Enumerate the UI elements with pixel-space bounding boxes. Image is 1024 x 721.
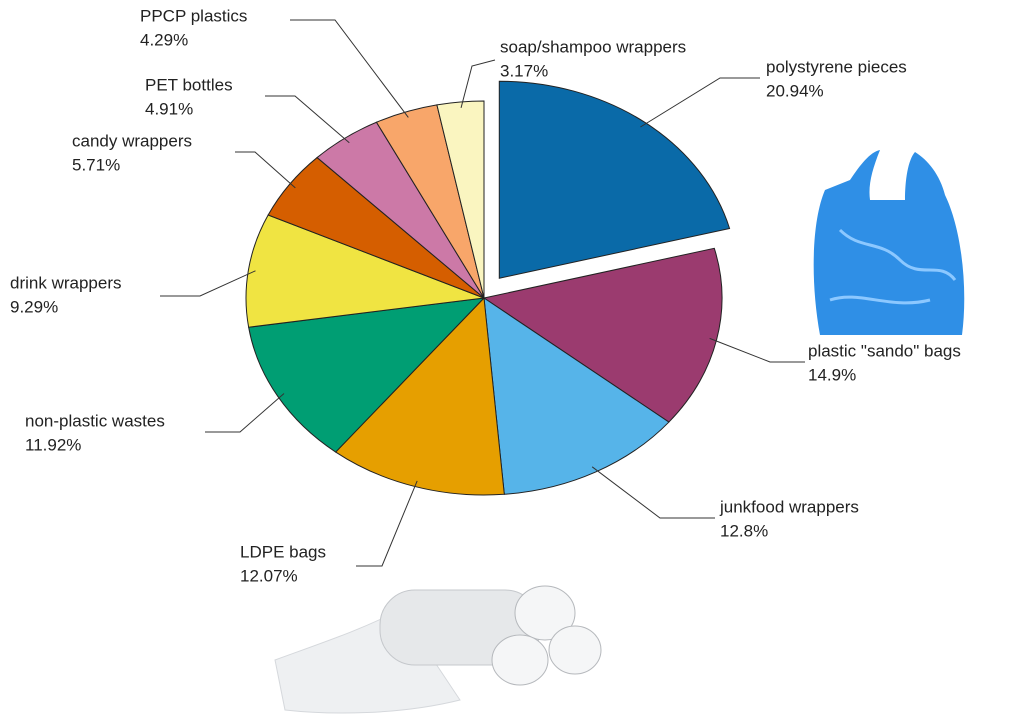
slice-percent: 12.8% xyxy=(720,521,768,540)
slice-label: PET bottles xyxy=(145,75,233,94)
slice-label: LDPE bags xyxy=(240,542,326,561)
pie-slice xyxy=(436,100,485,299)
slice-percent: 3.17% xyxy=(500,61,548,80)
slice-label: polystyrene pieces xyxy=(766,57,907,76)
slice-percent: 14.9% xyxy=(808,365,856,384)
pie-slice xyxy=(245,214,485,328)
leader-line xyxy=(591,466,715,519)
slice-percent: 4.29% xyxy=(140,30,188,49)
leader-line xyxy=(160,270,256,297)
slice-label: soap/shampoo wrappers xyxy=(500,37,686,56)
leader-line xyxy=(460,59,496,108)
ldpe-rolls-picture xyxy=(274,585,602,714)
pie-slice xyxy=(482,247,723,423)
leader-line xyxy=(290,19,409,118)
slice-percent: 5.71% xyxy=(72,155,120,174)
slice-label: drink wrappers xyxy=(10,273,122,292)
slice-label: plastic "sando" bags xyxy=(808,341,961,360)
leader-line xyxy=(709,337,805,363)
slice-label: candy wrappers xyxy=(72,131,192,150)
slice-percent: 4.91% xyxy=(145,99,193,118)
pie-slice xyxy=(248,297,486,453)
leader-line xyxy=(205,393,285,433)
slice-label: junkfood wrappers xyxy=(719,497,859,516)
plastic-bag-picture xyxy=(813,150,965,335)
slice-percent: 9.29% xyxy=(10,297,58,316)
slice-label: PPCP plastics xyxy=(140,6,247,25)
pie-slice xyxy=(483,296,670,495)
slice-percent: 20.94% xyxy=(766,81,824,100)
slice-label: non-plastic wastes xyxy=(25,411,165,430)
leader-line xyxy=(356,480,418,567)
leader-line xyxy=(640,77,760,128)
pie-slice xyxy=(498,80,731,279)
slice-percent: 12.07% xyxy=(240,566,298,585)
leader-line xyxy=(235,151,296,189)
slice-percent: 11.92% xyxy=(25,435,81,454)
leader-line xyxy=(265,95,350,144)
